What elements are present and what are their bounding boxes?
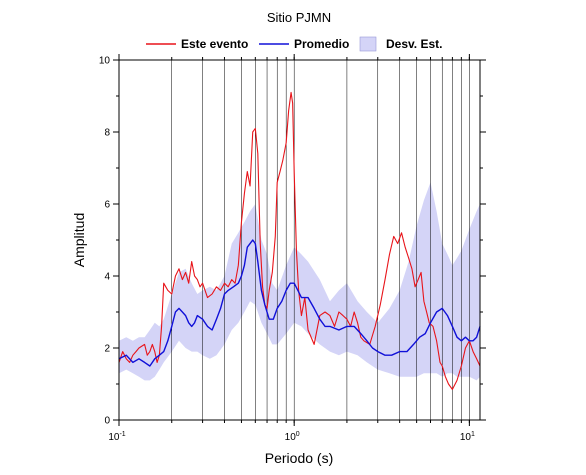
- x-axis-title: Periodo (s): [265, 450, 333, 466]
- legend-swatch-desv-est: [359, 36, 377, 52]
- x-tick-label: 100: [285, 431, 300, 443]
- series-line-promedio: [118, 239, 481, 367]
- legend: Este evento Promedio Desv. Est.: [146, 36, 442, 52]
- y-tick-label: 4: [104, 272, 110, 283]
- x-tick-label: 10-1: [108, 431, 125, 443]
- y-tick-label: 2: [104, 344, 110, 355]
- y-tick-label: 10: [99, 56, 111, 67]
- chart-title: Sitio PJMN: [267, 10, 331, 25]
- y-tick-label: 8: [104, 128, 110, 139]
- legend-label-desv-est: Desv. Est.: [386, 37, 442, 51]
- x-tick-label: 101: [460, 431, 475, 443]
- std-dev-band: [119, 182, 480, 381]
- series-line-este-evento: [118, 91, 481, 390]
- y-tick-label: 6: [104, 200, 110, 211]
- legend-label-promedio: Promedio: [294, 37, 349, 51]
- plot-area: 0 2 4 6 8 10 10-1 100 101: [99, 54, 486, 443]
- y-tick-label: 0: [104, 416, 110, 427]
- y-axis-title: Amplitud: [71, 213, 87, 267]
- legend-label-este-evento: Este evento: [181, 37, 248, 51]
